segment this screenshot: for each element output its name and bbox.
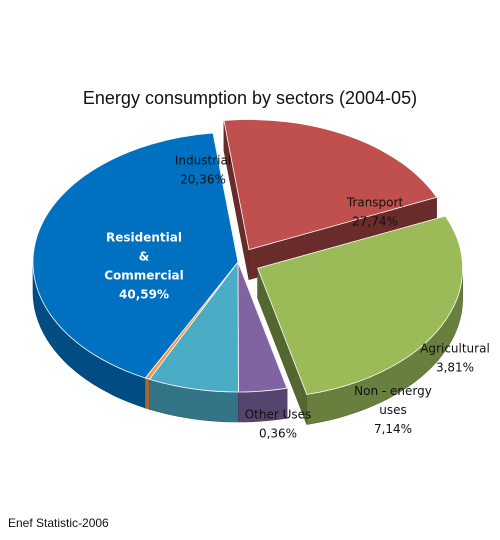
slice-value-label: 20,36% — [180, 173, 226, 187]
slice-label-2: Agricultural 3,81% — [420, 342, 490, 375]
slice-label-line: uses — [379, 403, 407, 417]
slice-side-4 — [145, 377, 150, 410]
slice-value-label: 0,36% — [259, 427, 297, 441]
pie-tops — [32, 119, 464, 395]
slice-label-line: Industrial — [175, 154, 231, 168]
slice-label-line: Other Uses — [245, 408, 312, 422]
slice-value-label: 27,74% — [352, 215, 398, 229]
source-note: Enef Statistic-2006 — [8, 516, 109, 530]
slice-label-line: Commercial — [104, 269, 184, 283]
slice-label-line: Transport — [346, 196, 404, 210]
chart-title: Energy consumption by sectors (2004-05) — [82, 88, 418, 108]
slice-label-1: Transport 27,74% — [346, 196, 404, 229]
slice-value-label: 40,59% — [119, 288, 169, 302]
slice-1 — [257, 215, 464, 395]
slice-label-0: Industrial 20,36% — [175, 154, 231, 187]
slice-5 — [32, 132, 239, 379]
slice-value-label: 3,81% — [436, 361, 474, 375]
slice-label-3: Non - energy uses 7,14% — [354, 384, 432, 436]
slice-label-line: Agricultural — [420, 342, 490, 356]
slice-label-line: & — [139, 250, 149, 264]
slice-label-4: Other Uses 0,36% — [245, 408, 312, 441]
pie-labels: Industrial 20,36% Transport 27,74% Agricultu… — [104, 154, 490, 441]
slice-0 — [223, 119, 438, 251]
slice-label-line: Non - energy — [354, 384, 432, 398]
slice-label-5: Residential & Commercial 40,59% — [104, 231, 184, 302]
slice-label-line: Residential — [106, 231, 182, 245]
slice-value-label: 7,14% — [374, 422, 412, 436]
